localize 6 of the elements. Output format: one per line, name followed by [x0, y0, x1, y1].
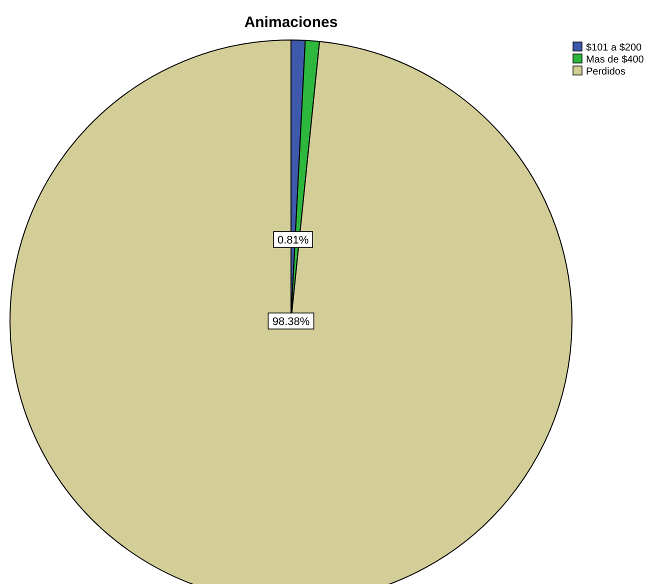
- data-label: 98.38%: [272, 316, 310, 328]
- legend-label: Perdidos: [586, 66, 626, 78]
- data-label: 0.81%: [277, 234, 309, 247]
- legend-label: $101 a $200: [586, 42, 642, 54]
- chart-title: Animaciones: [244, 14, 338, 31]
- legend-label: Mas de $400: [586, 54, 644, 66]
